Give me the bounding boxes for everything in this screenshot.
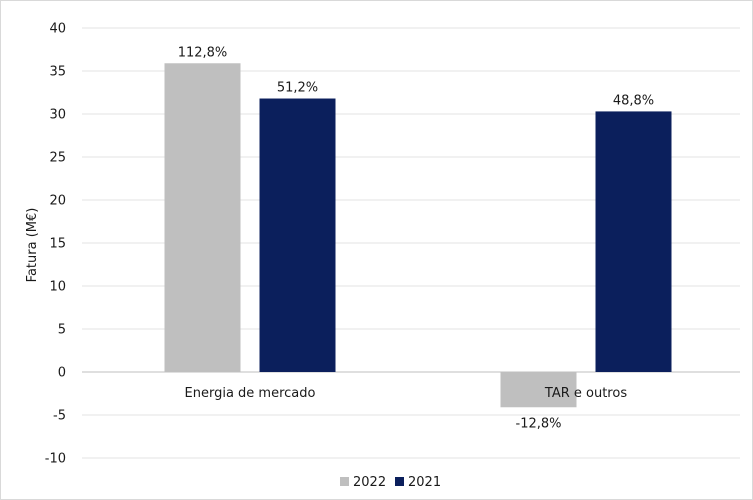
bar-2022-2 — [500, 372, 577, 408]
bar-2021-2 — [595, 111, 672, 373]
legend-entry: 2021 — [408, 475, 441, 490]
y-tick-label: 35 — [49, 65, 66, 80]
category-labels: Energia de mercado TAR e outros — [185, 386, 628, 401]
legend: 2022 2021 — [340, 475, 441, 490]
data-label: 112,8% — [178, 45, 228, 60]
y-tick-label: 0 — [58, 366, 66, 381]
data-labels: 112,8% 51,2% -12,8% 48,8% — [178, 45, 654, 431]
bar-2021-1 — [259, 98, 336, 373]
data-label: 51,2% — [277, 81, 318, 96]
y-tick-label: 40 — [49, 22, 66, 37]
bar-2022-1 — [164, 63, 241, 372]
category-label: Energia de mercado — [185, 386, 316, 401]
y-tick-label: 25 — [49, 151, 66, 166]
data-label: 48,8% — [613, 93, 654, 108]
category-label: TAR e outros — [544, 386, 627, 401]
y-tick-label: -5 — [53, 409, 66, 424]
bars — [164, 63, 672, 408]
y-tick-label: 30 — [49, 108, 66, 123]
y-tick-label: 15 — [49, 237, 66, 252]
y-axis-label: Fatura (M€) — [25, 208, 40, 283]
legend-swatch — [340, 477, 349, 486]
legend-swatch — [395, 477, 404, 486]
y-tick-label: 20 — [49, 194, 66, 209]
data-label: -12,8% — [516, 416, 562, 431]
y-axis-ticks: 40 35 30 25 20 15 10 5 0 -5 -10 — [45, 22, 66, 467]
y-tick-label: 10 — [49, 280, 66, 295]
y-tick-label: -10 — [45, 452, 66, 467]
legend-entry: 2022 — [353, 475, 386, 490]
y-tick-label: 5 — [58, 323, 66, 338]
